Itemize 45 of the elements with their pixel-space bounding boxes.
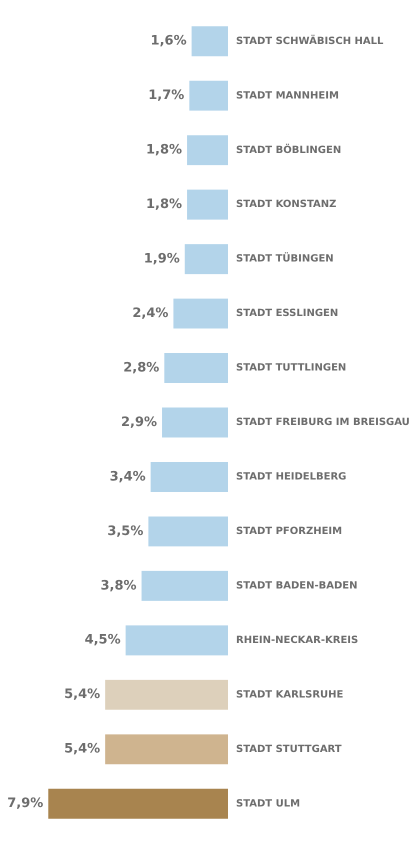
y-tick-label: STADT KONSTANZ — [236, 199, 336, 210]
bar — [173, 298, 228, 329]
y-tick-label: STADT SCHWÄBISCH HALL — [236, 34, 384, 47]
y-tick-label: STADT FREIBURG IM BREISGAU — [236, 417, 410, 428]
data-label: 2,9% — [120, 414, 158, 430]
data-label: 5,4% — [64, 742, 100, 757]
y-tick-label: STADT STUTTGART — [236, 744, 342, 755]
data-label: 2,4% — [132, 306, 168, 321]
data-label: 3,4% — [110, 469, 146, 484]
data-label: 1,7% — [148, 88, 184, 104]
y-tick-label: STADT TÜBINGEN — [236, 252, 334, 265]
bar — [162, 408, 228, 438]
y-tick-label: STADT MANNHEIM — [236, 90, 339, 102]
y-tick-label: RHEIN-NECKAR-KREIS — [236, 634, 358, 646]
bar — [105, 734, 228, 764]
bar — [184, 244, 228, 274]
data-label: 1,9% — [144, 251, 180, 266]
bar — [150, 462, 228, 492]
y-tick-label: STADT KARLSRUHE — [236, 689, 344, 700]
bar — [192, 26, 228, 56]
data-label: 3,5% — [107, 524, 144, 539]
y-tick-label: STADT PFORZHEIM — [236, 526, 342, 538]
y-tick-label: STADT TUTTLINGEN — [236, 362, 346, 374]
bar — [48, 788, 228, 819]
data-label: 1,8% — [146, 197, 182, 212]
data-label: 1,6% — [150, 34, 187, 49]
bar — [187, 135, 228, 166]
data-label: 1,8% — [146, 142, 182, 158]
bar — [142, 570, 228, 601]
bar — [105, 680, 228, 710]
y-tick-label: STADT HEIDELBERG — [236, 472, 346, 483]
data-label: 3,8% — [100, 578, 137, 594]
y-tick-label: STADT ESSLINGEN — [236, 308, 338, 320]
y-tick-label: STADT ULM — [236, 798, 300, 810]
bar — [187, 190, 228, 220]
data-label: 5,4% — [64, 687, 100, 702]
bar — [148, 516, 228, 546]
data-label: 4,5% — [84, 632, 121, 648]
bar — [189, 80, 228, 111]
data-label: 7,9% — [7, 796, 44, 812]
bar — [164, 353, 228, 384]
y-tick-label: STADT BÖBLINGEN — [236, 142, 342, 156]
y-tick-label: STADT BADEN-BADEN — [236, 580, 358, 592]
bar — [126, 625, 228, 656]
data-label: 2,8% — [123, 360, 160, 376]
